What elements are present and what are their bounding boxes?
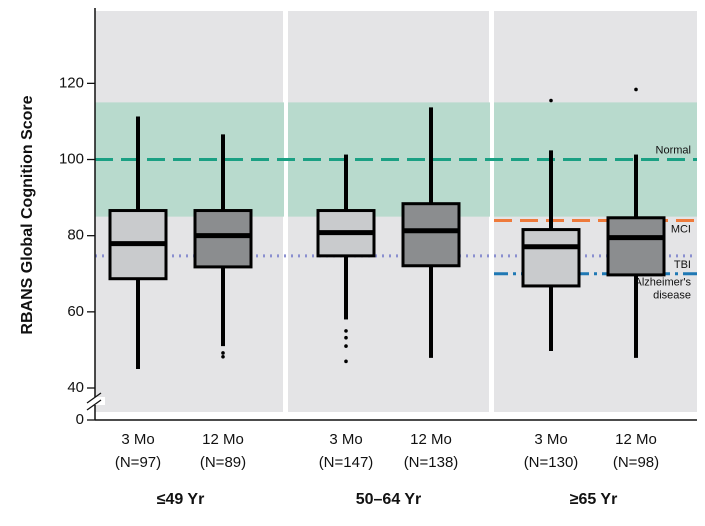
axis-break xyxy=(86,392,102,404)
box xyxy=(193,209,253,269)
outlier xyxy=(344,329,348,333)
panel-separator xyxy=(490,9,494,414)
box xyxy=(521,228,581,288)
x-tick-label: 3 Mo xyxy=(121,431,154,448)
reference-label: Normal xyxy=(656,144,691,156)
outlier xyxy=(634,87,638,92)
axis-break xyxy=(86,399,102,411)
y-tick-label: 60 xyxy=(67,303,84,320)
outlier xyxy=(344,344,348,348)
group-label: 50–64 Yr xyxy=(356,491,422,508)
x-tick-count: (N=97) xyxy=(115,454,161,471)
reference-label: TBI xyxy=(674,259,691,271)
y-tick-label: 0 xyxy=(76,411,84,428)
x-tick-count: (N=138) xyxy=(404,454,459,471)
group-label: ≥65 Yr xyxy=(570,491,618,508)
box xyxy=(606,216,666,277)
y-axis-title: RBANS Global Cognition Score xyxy=(19,95,36,334)
y-tick-label: 120 xyxy=(59,74,84,91)
x-tick-label: 12 Mo xyxy=(202,431,244,448)
x-tick-count: (N=130) xyxy=(524,454,579,471)
box xyxy=(401,202,461,268)
x-tick-label: 12 Mo xyxy=(410,431,452,448)
y-tick-label: 80 xyxy=(67,227,84,244)
x-tick-count: (N=98) xyxy=(613,454,659,471)
axis-break-gap xyxy=(85,397,105,405)
x-tick-label: 3 Mo xyxy=(329,431,362,448)
outlier xyxy=(344,359,348,364)
outlier xyxy=(344,335,348,340)
x-tick-count: (N=89) xyxy=(200,454,246,471)
x-tick-label: 3 Mo xyxy=(534,431,567,448)
group-label: ≤49 Yr xyxy=(157,491,205,508)
y-tick-label: 100 xyxy=(59,150,84,167)
reference-label: Alzheimer's xyxy=(634,277,691,289)
outlier xyxy=(221,354,225,359)
reference-label: MCI xyxy=(671,223,691,235)
x-tick-label: 12 Mo xyxy=(615,431,657,448)
outlier xyxy=(549,98,553,103)
x-tick-count: (N=147) xyxy=(319,454,374,471)
outlier xyxy=(221,351,225,355)
panel-separator xyxy=(284,9,288,414)
y-tick-label: 40 xyxy=(67,379,84,396)
reference-label: disease xyxy=(653,290,691,302)
